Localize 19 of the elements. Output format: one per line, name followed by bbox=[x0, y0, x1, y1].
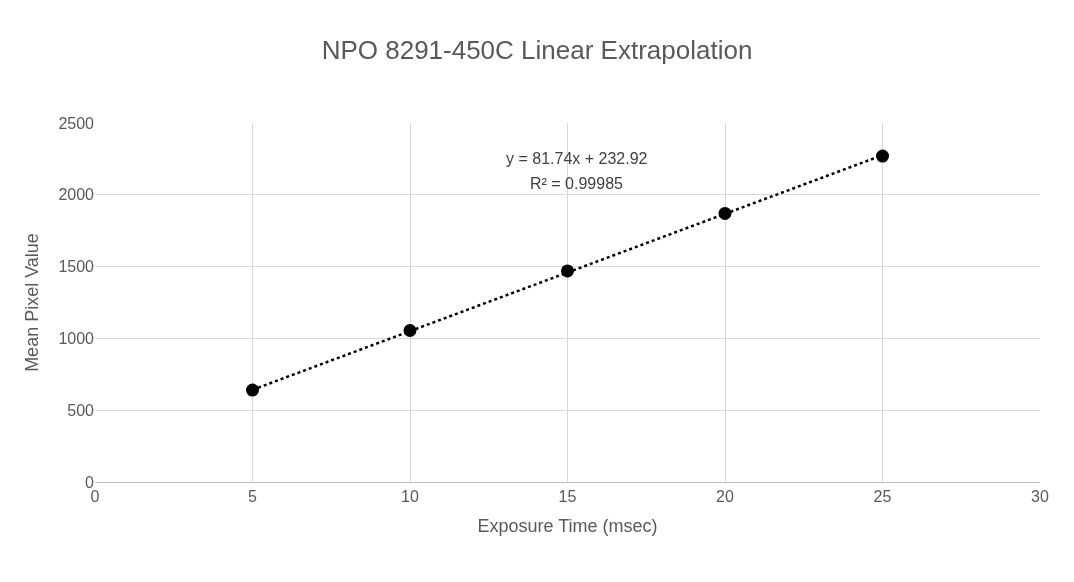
y-tick-label: 0 bbox=[85, 473, 95, 491]
y-tick-label: 1000 bbox=[58, 330, 95, 347]
x-tick-label: 20 bbox=[716, 488, 734, 506]
y-tick-label: 1500 bbox=[58, 258, 95, 276]
x-axis-title: Exposure Time (msec) bbox=[477, 516, 658, 537]
x-tick-label: 5 bbox=[248, 488, 258, 506]
x-tick-label: 25 bbox=[873, 488, 892, 506]
y-axis-title: Mean Pixel Value bbox=[21, 233, 42, 372]
y-tick-label: 500 bbox=[67, 401, 95, 419]
x-tick-label: 10 bbox=[401, 488, 419, 506]
y-tick-label: 2000 bbox=[58, 186, 95, 204]
y-tick-label: 2500 bbox=[58, 114, 95, 132]
annotation: y = 81.74x + 232.92 bbox=[506, 150, 648, 167]
point bbox=[876, 149, 889, 163]
annotation: R² = 0.99985 bbox=[530, 175, 624, 192]
x-tick-label: 30 bbox=[1031, 488, 1049, 506]
chart-title: NPO 8291-450C Linear Extrapolation bbox=[321, 34, 753, 65]
point bbox=[246, 383, 259, 397]
x-tick-label: 15 bbox=[558, 488, 577, 506]
